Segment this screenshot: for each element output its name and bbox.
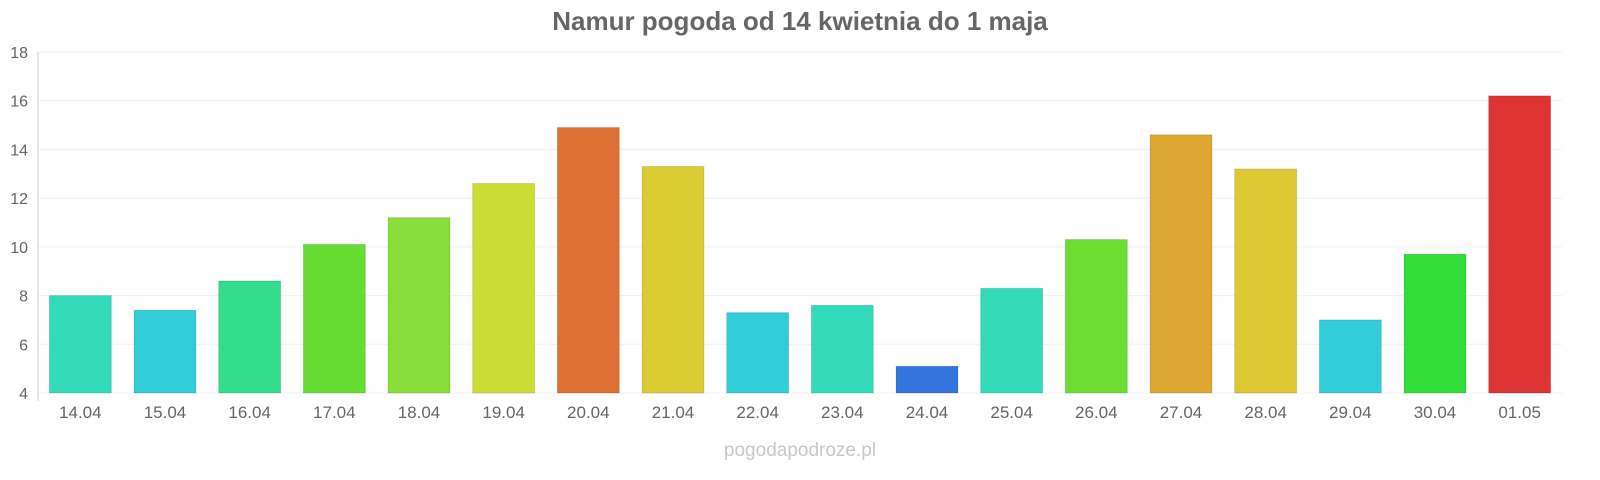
bar-25.04 <box>980 287 1044 394</box>
y-tick-label: 18 <box>10 45 28 62</box>
bar-15.04 <box>133 309 197 394</box>
x-tick-label: 18.04 <box>398 403 441 422</box>
y-tick-label: 12 <box>10 191 28 208</box>
bar-22.04 <box>726 312 790 394</box>
bar-16.04 <box>218 280 282 394</box>
y-tick-label: 14 <box>10 142 28 159</box>
x-tick-label: 01.05 <box>1498 403 1541 422</box>
x-tick-label: 24.04 <box>906 403 949 422</box>
bar-30.04 <box>1403 253 1467 394</box>
y-tick-label: 4 <box>19 386 28 403</box>
x-tick-label: 28.04 <box>1244 403 1287 422</box>
bar-28.04 <box>1234 168 1298 394</box>
x-tick-label: 17.04 <box>313 403 356 422</box>
bar-21.04 <box>641 165 705 394</box>
bar-27.04 <box>1149 134 1213 394</box>
x-tick-label: 16.04 <box>228 403 271 422</box>
bar-19.04 <box>472 183 536 394</box>
y-tick-label: 6 <box>19 337 28 354</box>
x-tick-label: 26.04 <box>1075 403 1118 422</box>
bar-29.04 <box>1318 319 1382 394</box>
x-tick-label: 14.04 <box>59 403 102 422</box>
y-tick-label: 8 <box>19 289 28 306</box>
x-tick-label: 15.04 <box>144 403 187 422</box>
x-tick-label: 29.04 <box>1329 403 1372 422</box>
chart-title: Namur pogoda od 14 kwietnia do 1 maja <box>552 6 1048 36</box>
x-tick-label: 30.04 <box>1414 403 1457 422</box>
bar-14.04 <box>48 295 112 394</box>
y-tick-label: 10 <box>10 240 28 257</box>
bar-18.04 <box>387 217 451 394</box>
bar-26.04 <box>1064 239 1128 394</box>
x-tick-label: 27.04 <box>1160 403 1203 422</box>
x-tick-label: 19.04 <box>482 403 525 422</box>
bar-20.04 <box>556 127 620 394</box>
bar-24.04 <box>895 365 959 394</box>
x-tick-label: 25.04 <box>990 403 1033 422</box>
x-tick-label: 20.04 <box>567 403 610 422</box>
y-tick-label: 16 <box>10 94 28 111</box>
x-tick-label: 23.04 <box>821 403 864 422</box>
bar-23.04 <box>810 304 874 394</box>
bar-01.05 <box>1488 95 1552 394</box>
x-tick-label: 21.04 <box>652 403 695 422</box>
bar-17.04 <box>302 243 366 394</box>
x-tick-label: 22.04 <box>736 403 779 422</box>
footer-watermark: pogodapodroze.pl <box>723 440 877 461</box>
